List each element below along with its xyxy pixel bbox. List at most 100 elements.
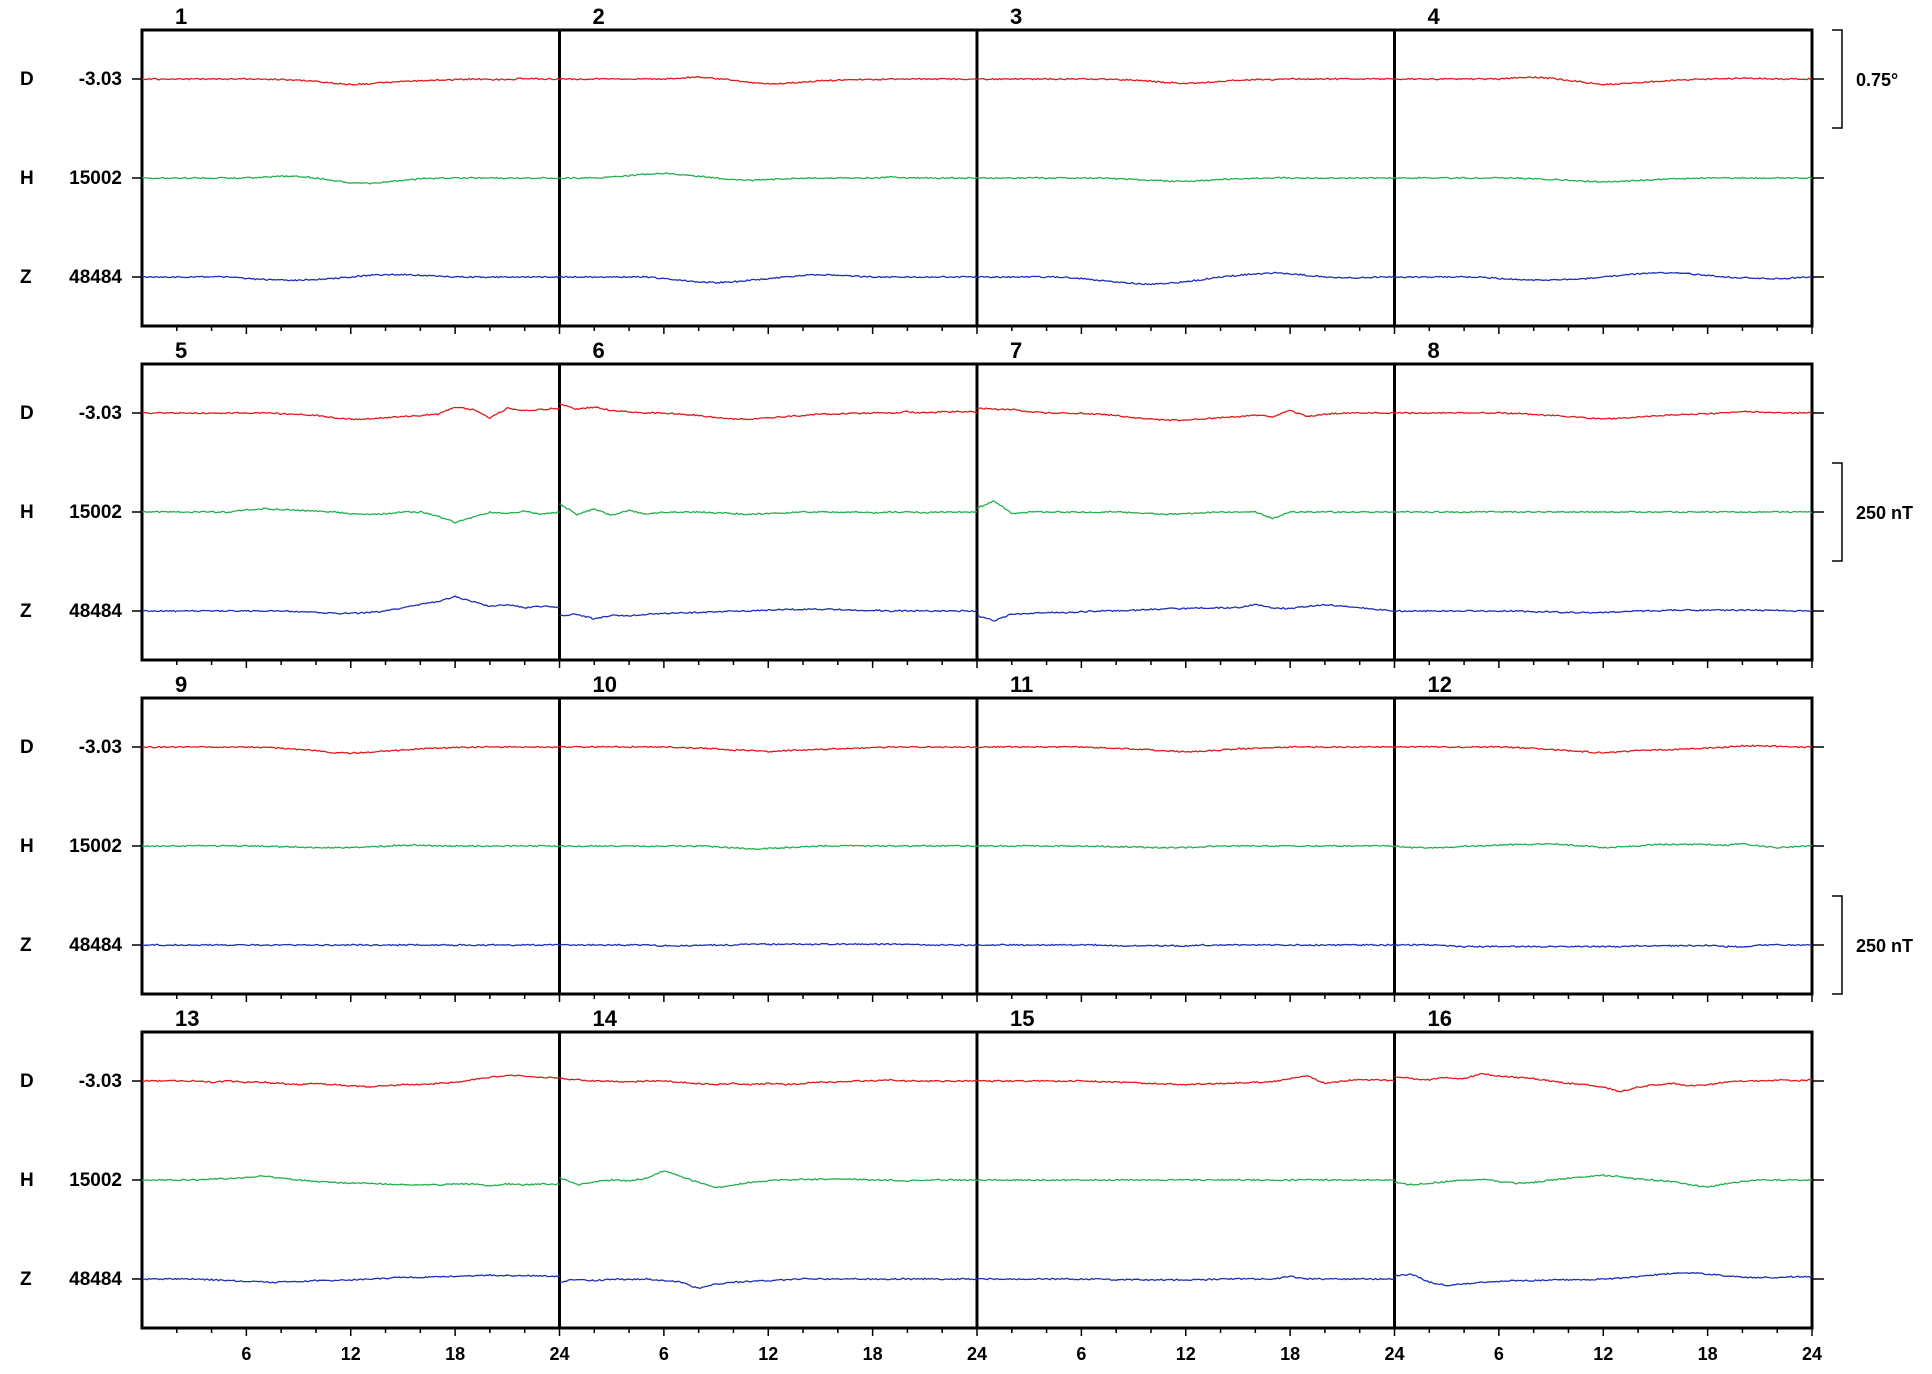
x-tick-label: 6 bbox=[659, 1344, 669, 1364]
x-tick-label: 12 bbox=[1176, 1344, 1196, 1364]
day-number-label: 7 bbox=[1010, 338, 1022, 363]
trace-z-day-7 bbox=[976, 603, 1395, 622]
baseline-value-h: 15002 bbox=[69, 168, 122, 189]
baseline-value-d: -3.03 bbox=[79, 1071, 122, 1092]
baseline-value-z: 48484 bbox=[69, 935, 122, 956]
trace-d-day-15 bbox=[976, 1075, 1395, 1087]
x-tick-label: 18 bbox=[1280, 1344, 1300, 1364]
trace-h-day-2 bbox=[559, 172, 978, 182]
component-label-d: D bbox=[20, 69, 34, 90]
trace-z-day-15 bbox=[976, 1275, 1395, 1282]
baseline-value-z: 48484 bbox=[69, 1269, 122, 1290]
x-tick-label: 24 bbox=[549, 1344, 569, 1364]
component-label-d: D bbox=[20, 403, 34, 424]
trace-d-day-10 bbox=[559, 745, 978, 753]
trace-h-day-9 bbox=[141, 843, 560, 849]
day-number-label: 12 bbox=[1428, 672, 1452, 697]
x-tick-label: 6 bbox=[241, 1344, 251, 1364]
day-number-label: 1 bbox=[175, 4, 187, 29]
component-label-d: D bbox=[20, 1071, 34, 1092]
x-tick-label: 18 bbox=[863, 1344, 883, 1364]
day-number-label: 5 bbox=[175, 338, 187, 363]
baseline-value-d: -3.03 bbox=[79, 403, 122, 424]
baseline-value-z: 48484 bbox=[69, 267, 122, 288]
trace-d-day-6 bbox=[559, 402, 978, 421]
x-tick-label: 24 bbox=[1384, 1344, 1404, 1364]
component-label-z: Z bbox=[20, 601, 32, 622]
trace-h-day-8 bbox=[1394, 510, 1813, 514]
trace-z-day-2 bbox=[559, 273, 978, 284]
trace-h-day-6 bbox=[559, 503, 978, 516]
trace-z-day-4 bbox=[1394, 271, 1812, 282]
trace-z-day-13 bbox=[141, 1273, 560, 1284]
trace-h-day-11 bbox=[976, 844, 1395, 849]
component-label-z: Z bbox=[20, 1269, 32, 1290]
trace-h-day-10 bbox=[559, 844, 978, 851]
trace-z-day-1 bbox=[141, 273, 560, 282]
x-tick-label: 18 bbox=[445, 1344, 465, 1364]
scale-bar-label: 250 nT bbox=[1856, 936, 1913, 956]
trace-h-day-5 bbox=[141, 507, 560, 524]
x-tick-label: 24 bbox=[967, 1344, 987, 1364]
day-number-label: 14 bbox=[593, 1006, 618, 1031]
trace-d-day-8 bbox=[1394, 410, 1813, 421]
baseline-value-h: 15002 bbox=[69, 836, 122, 857]
day-number-label: 4 bbox=[1428, 4, 1441, 29]
trace-d-day-13 bbox=[141, 1074, 560, 1089]
trace-h-day-7 bbox=[976, 500, 1395, 520]
trace-d-day-16 bbox=[1394, 1072, 1813, 1093]
component-label-d: D bbox=[20, 737, 34, 758]
component-label-h: H bbox=[20, 1170, 34, 1191]
trace-h-day-12 bbox=[1394, 842, 1813, 850]
baseline-value-z: 48484 bbox=[69, 601, 122, 622]
x-tick-label: 24 bbox=[1802, 1344, 1822, 1364]
day-number-label: 3 bbox=[1010, 4, 1022, 29]
day-number-label: 11 bbox=[1010, 672, 1033, 697]
trace-h-day-15 bbox=[976, 1178, 1395, 1182]
x-tick-label: 18 bbox=[1698, 1344, 1718, 1364]
trace-h-day-1 bbox=[141, 174, 560, 185]
trace-z-day-5 bbox=[141, 595, 560, 615]
trace-z-day-9 bbox=[141, 943, 560, 947]
trace-d-day-4 bbox=[1394, 75, 1813, 86]
trace-z-day-16 bbox=[1394, 1272, 1813, 1287]
trace-d-day-5 bbox=[141, 406, 560, 421]
x-tick-label: 12 bbox=[1593, 1344, 1613, 1364]
day-number-label: 15 bbox=[1010, 1006, 1034, 1031]
trace-d-day-7 bbox=[976, 407, 1395, 422]
trace-d-day-1 bbox=[141, 77, 560, 86]
day-number-label: 9 bbox=[175, 672, 187, 697]
trace-z-day-8 bbox=[1394, 608, 1813, 614]
day-number-label: 13 bbox=[175, 1006, 199, 1031]
x-tick-label: 12 bbox=[758, 1344, 778, 1364]
baseline-value-h: 15002 bbox=[69, 1170, 122, 1191]
trace-h-day-4 bbox=[1394, 176, 1813, 184]
scale-bar-label: 0.75° bbox=[1856, 70, 1898, 90]
day-number-label: 8 bbox=[1428, 338, 1440, 363]
trace-h-day-16 bbox=[1394, 1173, 1813, 1189]
component-label-z: Z bbox=[20, 935, 32, 956]
day-number-label: 2 bbox=[593, 4, 605, 29]
trace-z-day-12 bbox=[1394, 943, 1813, 949]
trace-h-day-13 bbox=[141, 1174, 560, 1187]
scale-bar-bracket bbox=[1832, 895, 1843, 995]
x-tick-label: 6 bbox=[1076, 1344, 1086, 1364]
scale-bar-label: 250 nT bbox=[1856, 503, 1913, 523]
trace-h-day-14 bbox=[559, 1170, 978, 1189]
component-label-h: H bbox=[20, 502, 34, 523]
trace-z-day-11 bbox=[976, 943, 1395, 948]
trace-z-day-3 bbox=[976, 271, 1395, 286]
component-label-h: H bbox=[20, 836, 34, 857]
day-number-label: 10 bbox=[593, 672, 617, 697]
trace-d-day-2 bbox=[559, 75, 978, 85]
panel-frames bbox=[132, 28, 1824, 1336]
component-traces bbox=[141, 75, 1813, 1290]
component-label-z: Z bbox=[20, 267, 32, 288]
x-tick-label: 6 bbox=[1494, 1344, 1504, 1364]
day-number-label: 16 bbox=[1428, 1006, 1452, 1031]
baseline-value-h: 15002 bbox=[69, 502, 122, 523]
trace-h-day-3 bbox=[976, 176, 1395, 183]
baseline-value-d: -3.03 bbox=[79, 737, 122, 758]
